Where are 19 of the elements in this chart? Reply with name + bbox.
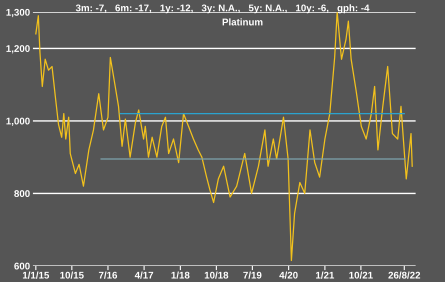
x-tick-label: 10/18 xyxy=(204,271,228,279)
text: Platinum xyxy=(222,18,262,26)
x-tick-label: 7/19 xyxy=(243,271,262,279)
x-tick-label: 10/21 xyxy=(349,271,373,279)
y-tick-label: 1,300 xyxy=(6,8,30,18)
y-tick-label: 1,000 xyxy=(6,118,30,126)
chart-subtitle: 3m: -7, 6m: -17, 1y: -12, 3y: N.A., 5y: N.A., 10y: -6, gph: -4 xyxy=(76,4,370,14)
x-tick-label: 4/20 xyxy=(279,271,298,279)
x-tick-label: 7/16 xyxy=(98,271,118,279)
x-tick-label: 4/17 xyxy=(134,271,154,279)
y-tick-label: 600 xyxy=(14,262,30,270)
x-tick-label: 1/18 xyxy=(172,271,190,279)
line-series xyxy=(35,12,413,262)
x-tick-label: 10/15 xyxy=(60,271,84,279)
y-tick-label: 1,200 xyxy=(6,45,30,54)
x-tick-label: 1/1/15 xyxy=(22,271,50,279)
y-tick-label: 800 xyxy=(14,190,30,198)
x-tick-label: 26/8/22 xyxy=(388,271,420,279)
x-tick-label: 1/21 xyxy=(316,271,334,279)
